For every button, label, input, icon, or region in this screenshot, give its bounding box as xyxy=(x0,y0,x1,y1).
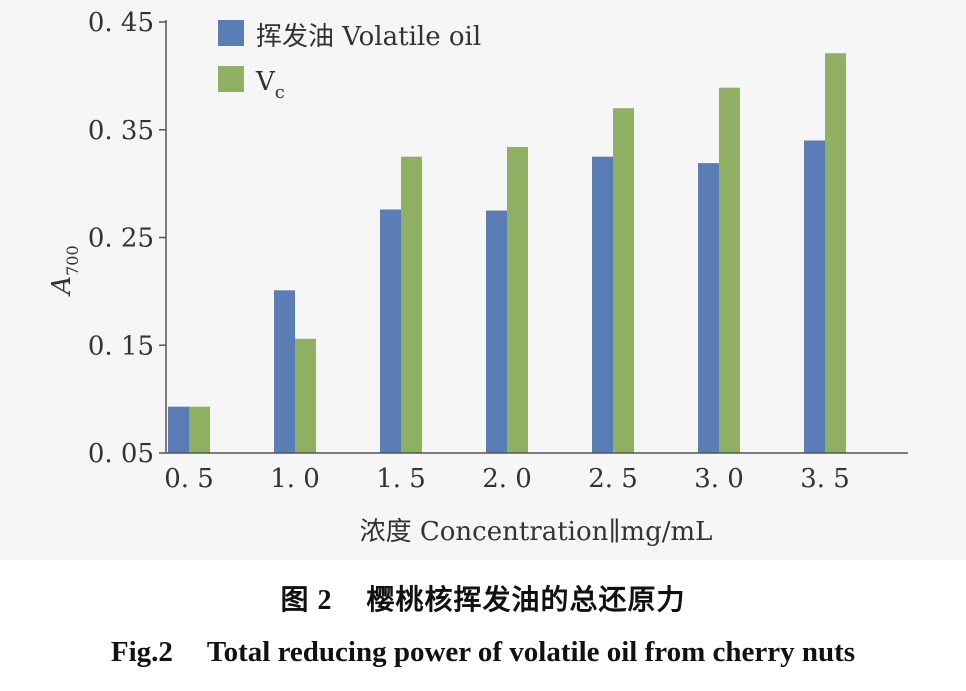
bar-vc xyxy=(825,53,846,454)
bar-vc xyxy=(295,338,316,453)
legend-swatch-volatile-oil xyxy=(218,20,244,46)
y-tick-label: 0. 35 xyxy=(88,116,154,146)
y-tick-label: 0. 45 xyxy=(88,8,154,38)
caption-cn-text: 樱桃核挥发油的总还原力 xyxy=(366,585,686,616)
bar-volatile-oil xyxy=(804,140,825,453)
x-tick-label: 2. 5 xyxy=(588,464,638,494)
caption-cn-number: 图 2 xyxy=(280,585,333,616)
legend-label-vc-main: V xyxy=(255,67,276,97)
y-axis-label-sub: 700 xyxy=(63,245,82,276)
x-tick-label: 1. 0 xyxy=(270,464,320,494)
figure-caption-english: Fig.2 Total reducing power of volatile oi… xyxy=(0,636,966,669)
figure-caption-chinese: 图 2 樱桃核挥发油的总还原力 xyxy=(0,578,966,618)
x-tick-label: 3. 0 xyxy=(694,464,744,494)
caption-en-text: Total reducing power of volatile oil fro… xyxy=(206,636,856,668)
bar-vc xyxy=(507,146,528,454)
y-axis-label-main: A xyxy=(47,276,77,297)
bar-vc xyxy=(189,406,210,453)
legend-label-vc-sub: c xyxy=(275,82,285,103)
y-tick-label: 0. 15 xyxy=(88,331,154,361)
x-ticks-group: 0. 5 1. 0 1. 5 2. 0 2. 5 3. 0 3. 5 xyxy=(164,464,850,494)
bar-chart: 0. 05 0. 15 0. 25 0. 35 0. 45 0. 5 1. 0 1. 5 2.… xyxy=(47,8,908,547)
legend-swatch-vc xyxy=(218,66,244,92)
x-tick-label: 0. 5 xyxy=(164,464,214,494)
bar-volatile-oil xyxy=(698,163,719,453)
bar-vc xyxy=(719,87,740,453)
y-axis-label: A700 xyxy=(47,245,82,296)
y-ticks-group: 0. 05 0. 15 0. 25 0. 35 0. 45 xyxy=(88,8,166,469)
bar-volatile-oil xyxy=(486,210,507,453)
bar-volatile-oil xyxy=(380,209,401,453)
caption-en-number: Fig.2 xyxy=(110,636,173,668)
legend-label-vc: Vc xyxy=(255,67,285,103)
plot-area: 0. 05 0. 15 0. 25 0. 35 0. 45 0. 5 1. 0 1. 5 2.… xyxy=(47,8,908,547)
y-tick-label: 0. 05 xyxy=(88,439,154,469)
bars-group xyxy=(168,53,846,454)
y-tick-label: 0. 25 xyxy=(88,224,154,254)
bar-vc xyxy=(613,108,634,453)
bar-volatile-oil xyxy=(168,406,189,453)
bar-volatile-oil xyxy=(274,290,295,453)
x-tick-label: 2. 0 xyxy=(482,464,532,494)
bar-vc xyxy=(401,156,422,453)
x-axis-label: 浓度 Concentration∥mg/mL xyxy=(360,517,713,547)
legend-label-volatile-oil: 挥发油 Volatile oil xyxy=(256,22,481,52)
bar-volatile-oil xyxy=(592,156,613,453)
x-tick-label: 3. 5 xyxy=(800,464,850,494)
x-tick-label: 1. 5 xyxy=(376,464,426,494)
